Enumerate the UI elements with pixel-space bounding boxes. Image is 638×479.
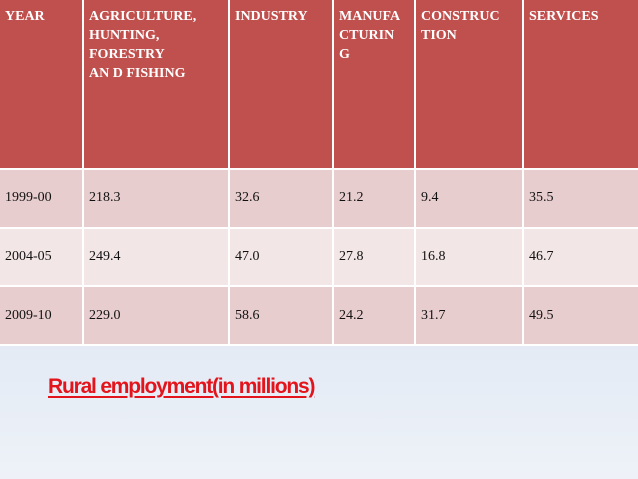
table-cell: 249.4 [83,227,230,288]
table-cell: 9.4 [415,169,524,229]
table-cell: 31.7 [415,286,524,346]
table-cell: 32.6 [229,169,334,229]
table-cell: 46.7 [523,227,638,288]
header-agriculture: AGRICULTURE, HUNTING, FORESTRY AN D FISH… [83,0,230,170]
table-caption: Rural employment(in millions) [48,375,315,398]
table-cell: 35.5 [523,169,638,229]
table-row: 1999-00 218.3 32.6 21.2 9.4 35.5 [0,169,638,229]
header-industry: INDUSTRY [229,0,334,170]
employment-table-container: YEAR AGRICULTURE, HUNTING, FORESTRY AN D… [0,0,638,346]
table-cell: 218.3 [83,169,230,229]
table-cell: 24.2 [333,286,416,346]
table-cell: 2009-10 [0,286,84,346]
header-services: SERVICES [523,0,638,170]
table-cell: 47.0 [229,227,334,288]
table-cell: 21.2 [333,169,416,229]
table-row: 2004-05 249.4 47.0 27.8 16.8 46.7 [0,227,638,288]
table-cell: 49.5 [523,286,638,346]
header-year: YEAR [0,0,84,170]
table-header-row: YEAR AGRICULTURE, HUNTING, FORESTRY AN D… [0,0,638,170]
header-manufacturing: MANUFA CTURIN G [333,0,416,170]
table-cell: 229.0 [83,286,230,346]
table-cell: 16.8 [415,227,524,288]
table-row: 2009-10 229.0 58.6 24.2 31.7 49.5 [0,286,638,346]
table-cell: 2004-05 [0,227,84,288]
table-cell: 1999-00 [0,169,84,229]
header-construction: CONSTRUC TION [415,0,524,170]
table-cell: 58.6 [229,286,334,346]
table-cell: 27.8 [333,227,416,288]
employment-table: YEAR AGRICULTURE, HUNTING, FORESTRY AN D… [0,0,638,346]
